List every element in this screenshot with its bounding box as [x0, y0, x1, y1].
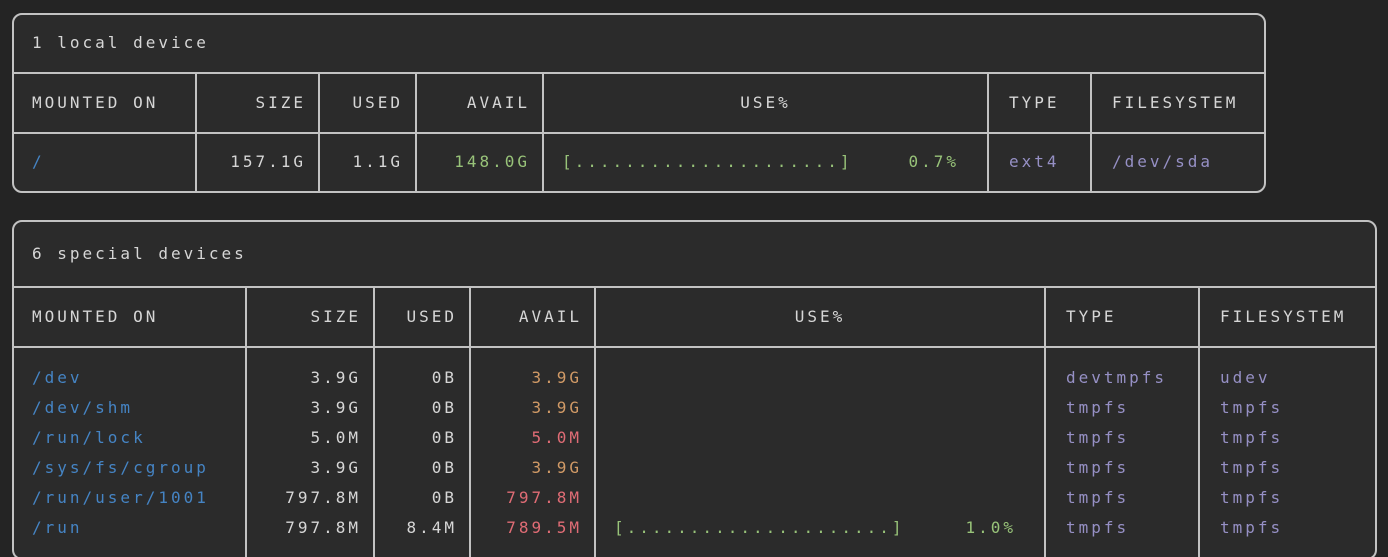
fs-type: tmpfs — [1066, 488, 1130, 507]
column-header-type: TYPE — [987, 74, 1090, 134]
mount-point: /run/user/1001 — [32, 488, 209, 507]
size-value: 5.0M — [310, 428, 361, 447]
size-value: 3.9G — [310, 368, 361, 387]
usage-bar-line — [596, 483, 1044, 513]
column-header-filesystem: FILESYSTEM — [1090, 74, 1264, 134]
used-column: 0B 0B 0B 0B 0B 8.4M — [373, 348, 469, 557]
column-header-filesystem: FILESYSTEM — [1198, 288, 1375, 348]
mount-point: /sys/fs/cgroup — [32, 458, 209, 477]
used-value: 1.1G — [352, 152, 403, 171]
avail-value: 789.5M — [506, 518, 582, 537]
type-column: devtmpfs tmpfs tmpfs tmpfs tmpfs tmpfs — [1044, 348, 1198, 557]
type-column: ext4 — [987, 134, 1090, 191]
avail-value: 3.9G — [531, 398, 582, 417]
usage-bar: [.....................] — [562, 152, 853, 171]
mount-point: /dev — [32, 368, 83, 387]
usage-percent: 1.0% — [965, 518, 1016, 537]
used-value: 0B — [431, 428, 457, 447]
usage-bar: [.....................] — [614, 518, 905, 537]
mounted-on-column: /dev /dev/shm /run/lock /sys/fs/cgroup /… — [14, 348, 245, 557]
size-value: 3.9G — [310, 458, 361, 477]
used-value: 0B — [431, 398, 457, 417]
use-pct-column: [.....................] 1.0% — [594, 348, 1044, 557]
column-header-size: SIZE — [195, 74, 318, 134]
use-pct-column: [.....................] 0.7% — [542, 134, 987, 191]
column-header-avail: AVAIL — [415, 74, 542, 134]
filesystem-column: udev tmpfs tmpfs tmpfs tmpfs tmpfs — [1198, 348, 1375, 557]
mount-point: /dev/shm — [32, 398, 134, 417]
filesystem-device: tmpfs — [1220, 458, 1284, 477]
filesystem-device: tmpfs — [1220, 398, 1284, 417]
filesystem-device: tmpfs — [1220, 488, 1284, 507]
filesystem-device: /dev/sda — [1112, 152, 1214, 171]
size-value: 3.9G — [310, 398, 361, 417]
size-value: 797.8M — [285, 488, 361, 507]
fs-type: ext4 — [1009, 152, 1060, 171]
table-title-local: 1 local device — [14, 15, 1264, 74]
filesystem-device: tmpfs — [1220, 518, 1284, 537]
column-header-used: USED — [373, 288, 469, 348]
column-header-size: SIZE — [245, 288, 373, 348]
avail-value: 3.9G — [531, 458, 582, 477]
fs-type: tmpfs — [1066, 428, 1130, 447]
filesystem-column: /dev/sda — [1090, 134, 1264, 191]
usage-percent: 0.7% — [908, 152, 959, 171]
filesystem-device: udev — [1220, 368, 1271, 387]
fs-type: devtmpfs — [1066, 368, 1168, 387]
usage-bar-line — [596, 393, 1044, 423]
mounted-on-column: / — [14, 134, 195, 191]
used-value: 8.4M — [406, 518, 457, 537]
filesystem-device: tmpfs — [1220, 428, 1284, 447]
size-column: 3.9G 3.9G 5.0M 3.9G 797.8M 797.8M — [245, 348, 373, 557]
column-header-use-pct: USE% — [594, 288, 1044, 348]
avail-column: 148.0G — [415, 134, 542, 191]
avail-value: 797.8M — [506, 488, 582, 507]
column-header-mounted-on: MOUNTED ON — [14, 74, 195, 134]
fs-type: tmpfs — [1066, 458, 1130, 477]
fs-type: tmpfs — [1066, 518, 1130, 537]
table-title-special: 6 special devices — [14, 222, 1375, 288]
avail-value: 5.0M — [531, 428, 582, 447]
local-devices-table: 1 local device MOUNTED ON SIZE USED AVAI… — [12, 13, 1266, 193]
avail-value: 148.0G — [454, 152, 530, 171]
column-header-use-pct: USE% — [542, 74, 987, 134]
fs-type: tmpfs — [1066, 398, 1130, 417]
size-value: 157.1G — [230, 152, 306, 171]
avail-value: 3.9G — [531, 368, 582, 387]
column-header-type: TYPE — [1044, 288, 1198, 348]
mount-point: /run — [32, 518, 83, 537]
usage-bar-line: [.....................] 1.0% — [596, 513, 1044, 543]
mount-point: /run/lock — [32, 428, 146, 447]
column-header-avail: AVAIL — [469, 288, 594, 348]
avail-column: 3.9G 3.9G 5.0M 3.9G 797.8M 789.5M — [469, 348, 594, 557]
column-header-mounted-on: MOUNTED ON — [14, 288, 245, 348]
mount-point: / — [32, 152, 45, 171]
size-value: 797.8M — [285, 518, 361, 537]
size-column: 157.1G — [195, 134, 318, 191]
special-devices-grid: MOUNTED ON SIZE USED AVAIL USE% TYPE FIL… — [14, 288, 1375, 557]
used-value: 0B — [431, 458, 457, 477]
used-value: 0B — [431, 368, 457, 387]
used-value: 0B — [431, 488, 457, 507]
usage-bar-line: [.....................] 0.7% — [544, 147, 987, 177]
usage-bar-line — [596, 363, 1044, 393]
local-devices-grid: MOUNTED ON SIZE USED AVAIL USE% TYPE FIL… — [14, 74, 1264, 191]
used-column: 1.1G — [318, 134, 415, 191]
special-devices-table: 6 special devices MOUNTED ON SIZE USED A… — [12, 220, 1377, 557]
column-header-used: USED — [318, 74, 415, 134]
usage-bar-line — [596, 423, 1044, 453]
usage-bar-line — [596, 453, 1044, 483]
